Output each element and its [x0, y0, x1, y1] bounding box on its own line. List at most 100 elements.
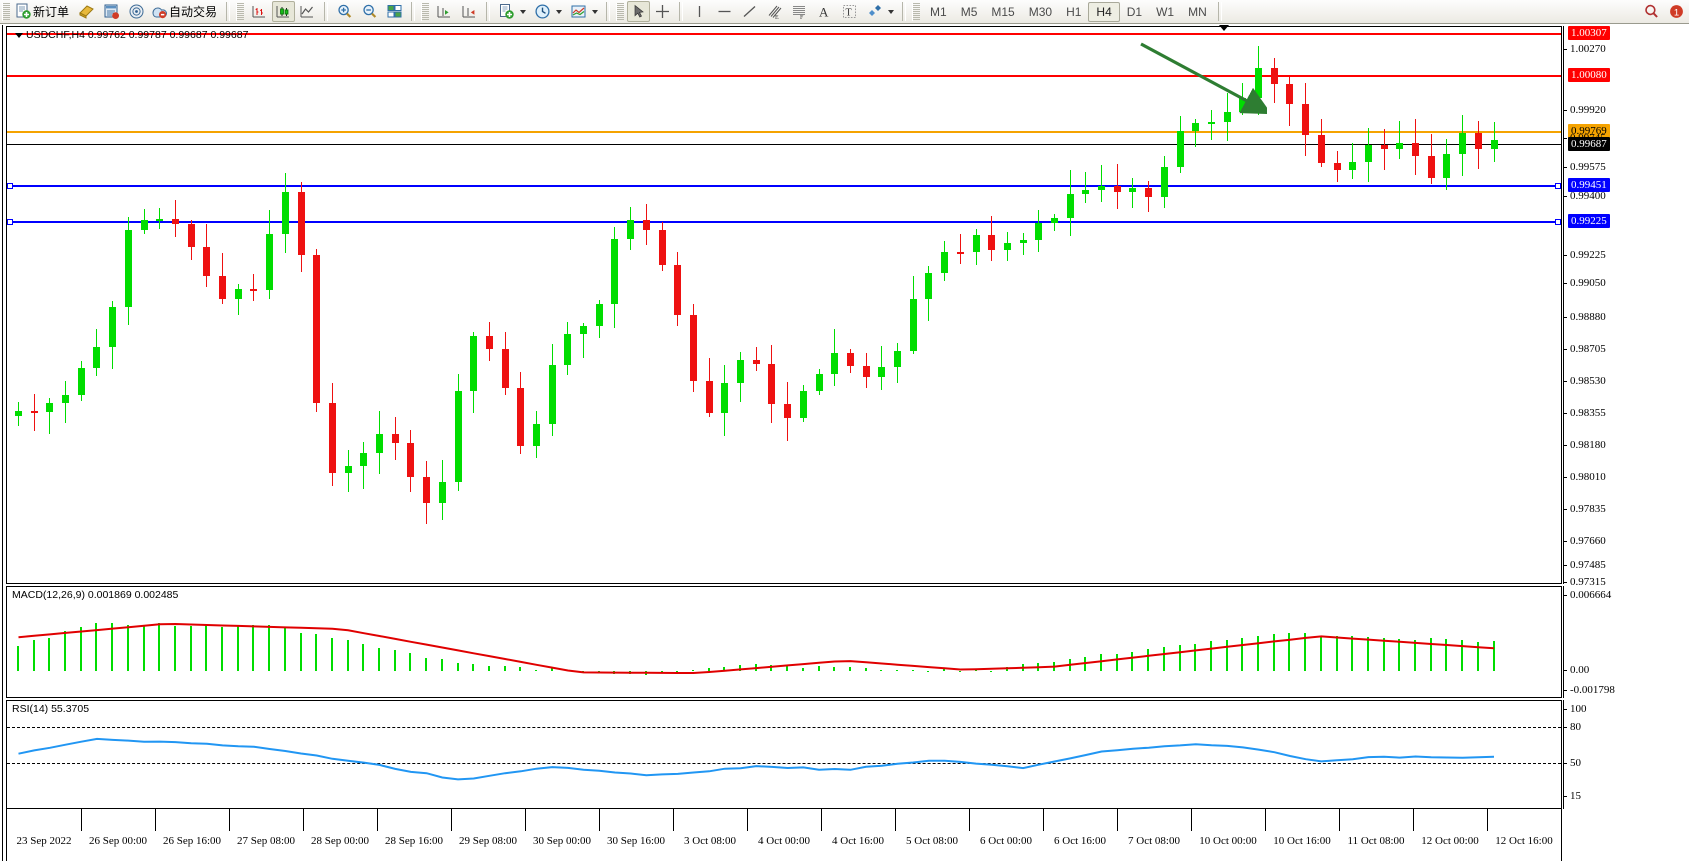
time-axis-label: 12 Oct 16:00	[1495, 835, 1553, 847]
shapes-button[interactable]	[862, 1, 887, 22]
candle-body	[297, 192, 305, 256]
trendline-button[interactable]	[737, 1, 762, 22]
new-order-button[interactable]: 新订单	[13, 1, 74, 22]
timeframe-m15[interactable]: M15	[991, 4, 1015, 19]
strategy-tester-button[interactable]	[74, 1, 99, 22]
zoom-in-button[interactable]	[332, 1, 357, 22]
resistance-line-100307[interactable]	[7, 33, 1561, 35]
candlestick-chart-button[interactable]	[272, 1, 296, 22]
candle-body	[815, 374, 823, 391]
candle-body	[517, 387, 525, 446]
timeframe-mn[interactable]: MN	[1188, 4, 1207, 19]
axis-tick	[1563, 709, 1567, 710]
axis-tick	[1563, 49, 1567, 50]
price-level-label[interactable]: 1.00307	[1568, 26, 1610, 40]
navigator-button[interactable]	[124, 1, 149, 22]
search-button[interactable]	[1639, 1, 1664, 22]
chevron-down-icon[interactable]	[592, 9, 599, 14]
price-level-label[interactable]: 0.99225	[1568, 214, 1610, 228]
support-anchor-099451[interactable]	[7, 183, 13, 189]
timeframe-w1[interactable]: W1	[1156, 4, 1175, 19]
rsi-pane[interactable]: RSI(14) 55.3705	[6, 700, 1562, 809]
macd-bar	[880, 670, 883, 672]
axis-line	[1563, 700, 1564, 809]
horizontal-line-button[interactable]	[712, 1, 737, 22]
bar-chart-button[interactable]	[247, 1, 272, 22]
candle-body	[391, 434, 399, 443]
candle-body	[1364, 145, 1372, 163]
toolbar-grip[interactable]	[616, 2, 625, 21]
alert-button[interactable]: 1	[1664, 1, 1689, 22]
tile-windows-button[interactable]	[382, 1, 407, 22]
macd-bar	[1288, 633, 1291, 671]
price-level-label[interactable]: 0.99451	[1568, 178, 1610, 192]
toolbar-grip[interactable]	[236, 2, 245, 21]
macd-pane[interactable]: MACD(12,26,9) 0.001869 0.002485	[6, 586, 1562, 698]
time-axis[interactable]: 23 Sep 2022 26 Sep 00:00 26 Sep 16:00 27 Se…	[6, 809, 1562, 861]
price-level-label[interactable]: 1.00080	[1568, 68, 1610, 82]
candle-body	[1380, 145, 1388, 150]
rsi-axis[interactable]: 100 80 50 15	[1563, 700, 1689, 809]
chevron-down-icon[interactable]	[520, 9, 527, 14]
data-window-button[interactable]	[99, 1, 124, 22]
timeframe-h1[interactable]: H1	[1066, 4, 1082, 19]
macd-axis[interactable]: 0.006664 0.00 -0.001798	[1563, 586, 1689, 698]
chart-area[interactable]: USDCHF,H4 0.99762 0.99787 0.99687 0.9968…	[0, 25, 1689, 861]
macd-bar	[1461, 640, 1464, 671]
candle-body	[328, 402, 336, 474]
support-anchor-099451[interactable]	[1555, 183, 1561, 189]
svg-text:T: T	[846, 8, 852, 19]
toolbar-grip[interactable]	[421, 2, 430, 21]
support-anchor-099225[interactable]	[1555, 219, 1561, 225]
price-level-label[interactable]: 0.99769	[1568, 124, 1610, 138]
axis-tick	[1563, 283, 1567, 284]
down-trend-arrow[interactable]	[1137, 40, 1267, 120]
axis-tick	[1563, 167, 1567, 168]
macd-header: MACD(12,26,9) 0.001869 0.002485	[12, 589, 179, 601]
candle-body	[30, 410, 38, 413]
candle-body	[894, 350, 902, 368]
vertical-line-button[interactable]	[687, 1, 712, 22]
text-box-button[interactable]: T	[837, 1, 862, 22]
support-line-099225[interactable]	[7, 221, 1561, 223]
timeframe-h4[interactable]: H4	[1088, 1, 1120, 22]
toolbar-grip[interactable]	[912, 2, 921, 21]
timeframe-m30[interactable]: M30	[1028, 4, 1053, 19]
indicators-button[interactable]	[566, 1, 591, 22]
pivot-line-099769[interactable]	[7, 131, 1561, 133]
chevron-down-icon[interactable]	[556, 9, 563, 14]
time-axis-separator	[821, 809, 822, 831]
text-label-button[interactable]: A	[812, 1, 837, 22]
candle-wick	[1132, 178, 1134, 208]
axis-tick	[1563, 110, 1567, 111]
price-axis[interactable]: 1.00307 1.00270 1.00080 0.99920 0.99769 …	[1563, 26, 1689, 588]
last-price-label[interactable]: 0.99687	[1568, 137, 1610, 151]
support-anchor-099225[interactable]	[7, 219, 13, 225]
zoom-in-icon	[336, 3, 353, 20]
toolbar-grip[interactable]	[2, 2, 10, 21]
templates-button[interactable]	[494, 1, 519, 22]
macd-bar	[911, 670, 914, 672]
fibonacci-button[interactable]: F	[787, 1, 812, 22]
auto-scroll-button[interactable]	[457, 1, 482, 22]
equidistant-channel-button[interactable]: E	[762, 1, 787, 22]
timeframe-m5[interactable]: M5	[960, 4, 978, 19]
candle-body	[784, 403, 792, 418]
last-price-line-099687[interactable]	[7, 144, 1561, 145]
auto-trading-button[interactable]: 自动交易	[149, 1, 222, 22]
timeframe-d1[interactable]: D1	[1126, 4, 1143, 19]
support-line-099451[interactable]	[7, 185, 1561, 187]
period-button[interactable]	[530, 1, 555, 22]
crosshair-button[interactable]	[650, 1, 675, 22]
timeframe-m1[interactable]: M1	[930, 4, 947, 19]
zoom-out-button[interactable]	[357, 1, 382, 22]
candle-wick	[959, 234, 961, 264]
line-chart-button[interactable]	[295, 1, 320, 22]
candle-body	[862, 365, 870, 378]
chevron-down-icon[interactable]	[888, 9, 895, 14]
chart-shift-button[interactable]	[432, 1, 457, 22]
resistance-line-100080[interactable]	[7, 75, 1561, 77]
price-tick-label: 0.98180	[1570, 439, 1606, 451]
price-pane[interactable]: USDCHF,H4 0.99762 0.99787 0.99687 0.9968…	[6, 26, 1562, 584]
cursor-button[interactable]	[627, 1, 651, 22]
